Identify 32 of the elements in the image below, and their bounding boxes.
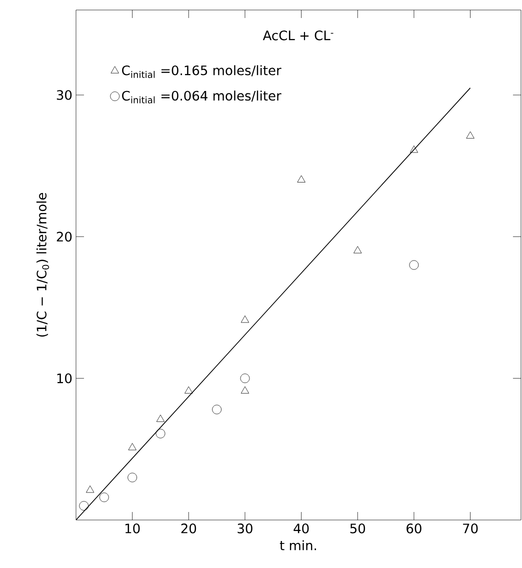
- point: [156, 414, 165, 422]
- point: [86, 486, 94, 493]
- point: [409, 260, 419, 270]
- y-axis-title: (1/C − 1/C$_{0}$) liter/mole: [36, 192, 50, 337]
- x-tick-label: 70: [463, 524, 478, 534]
- point: [212, 404, 222, 414]
- text: AcCL + CL$^{-}$: [262, 30, 334, 40]
- point: [354, 246, 362, 254]
- x-tick-label: 50: [350, 524, 366, 534]
- point: [240, 316, 250, 323]
- x-tick-label: 10: [125, 524, 140, 534]
- point: [240, 386, 250, 394]
- point: [128, 443, 136, 450]
- y-tick-label: 30: [56, 90, 72, 100]
- point: [297, 175, 306, 182]
- x-tick-label: 30: [238, 524, 252, 534]
- legend-label: C$_{initial}$ =0.165 moles/liter: [122, 65, 282, 78]
- x-tick-label: 60: [406, 524, 422, 534]
- legend-label: C$_{initial}$ =0.064 moles/liter: [122, 90, 282, 104]
- point: [184, 386, 193, 394]
- point: [466, 131, 474, 139]
- y-tick-label: 20: [56, 232, 72, 242]
- y-tick-label: 10: [57, 373, 72, 384]
- point: [99, 492, 109, 502]
- point: [410, 146, 418, 153]
- x-tick-label: 20: [181, 524, 196, 534]
- point: [156, 428, 166, 438]
- x-tick-label: 40: [294, 524, 309, 534]
- point: [79, 501, 89, 511]
- point: [128, 472, 138, 482]
- x-axis-title: t min.: [280, 540, 316, 550]
- point: [240, 374, 250, 384]
